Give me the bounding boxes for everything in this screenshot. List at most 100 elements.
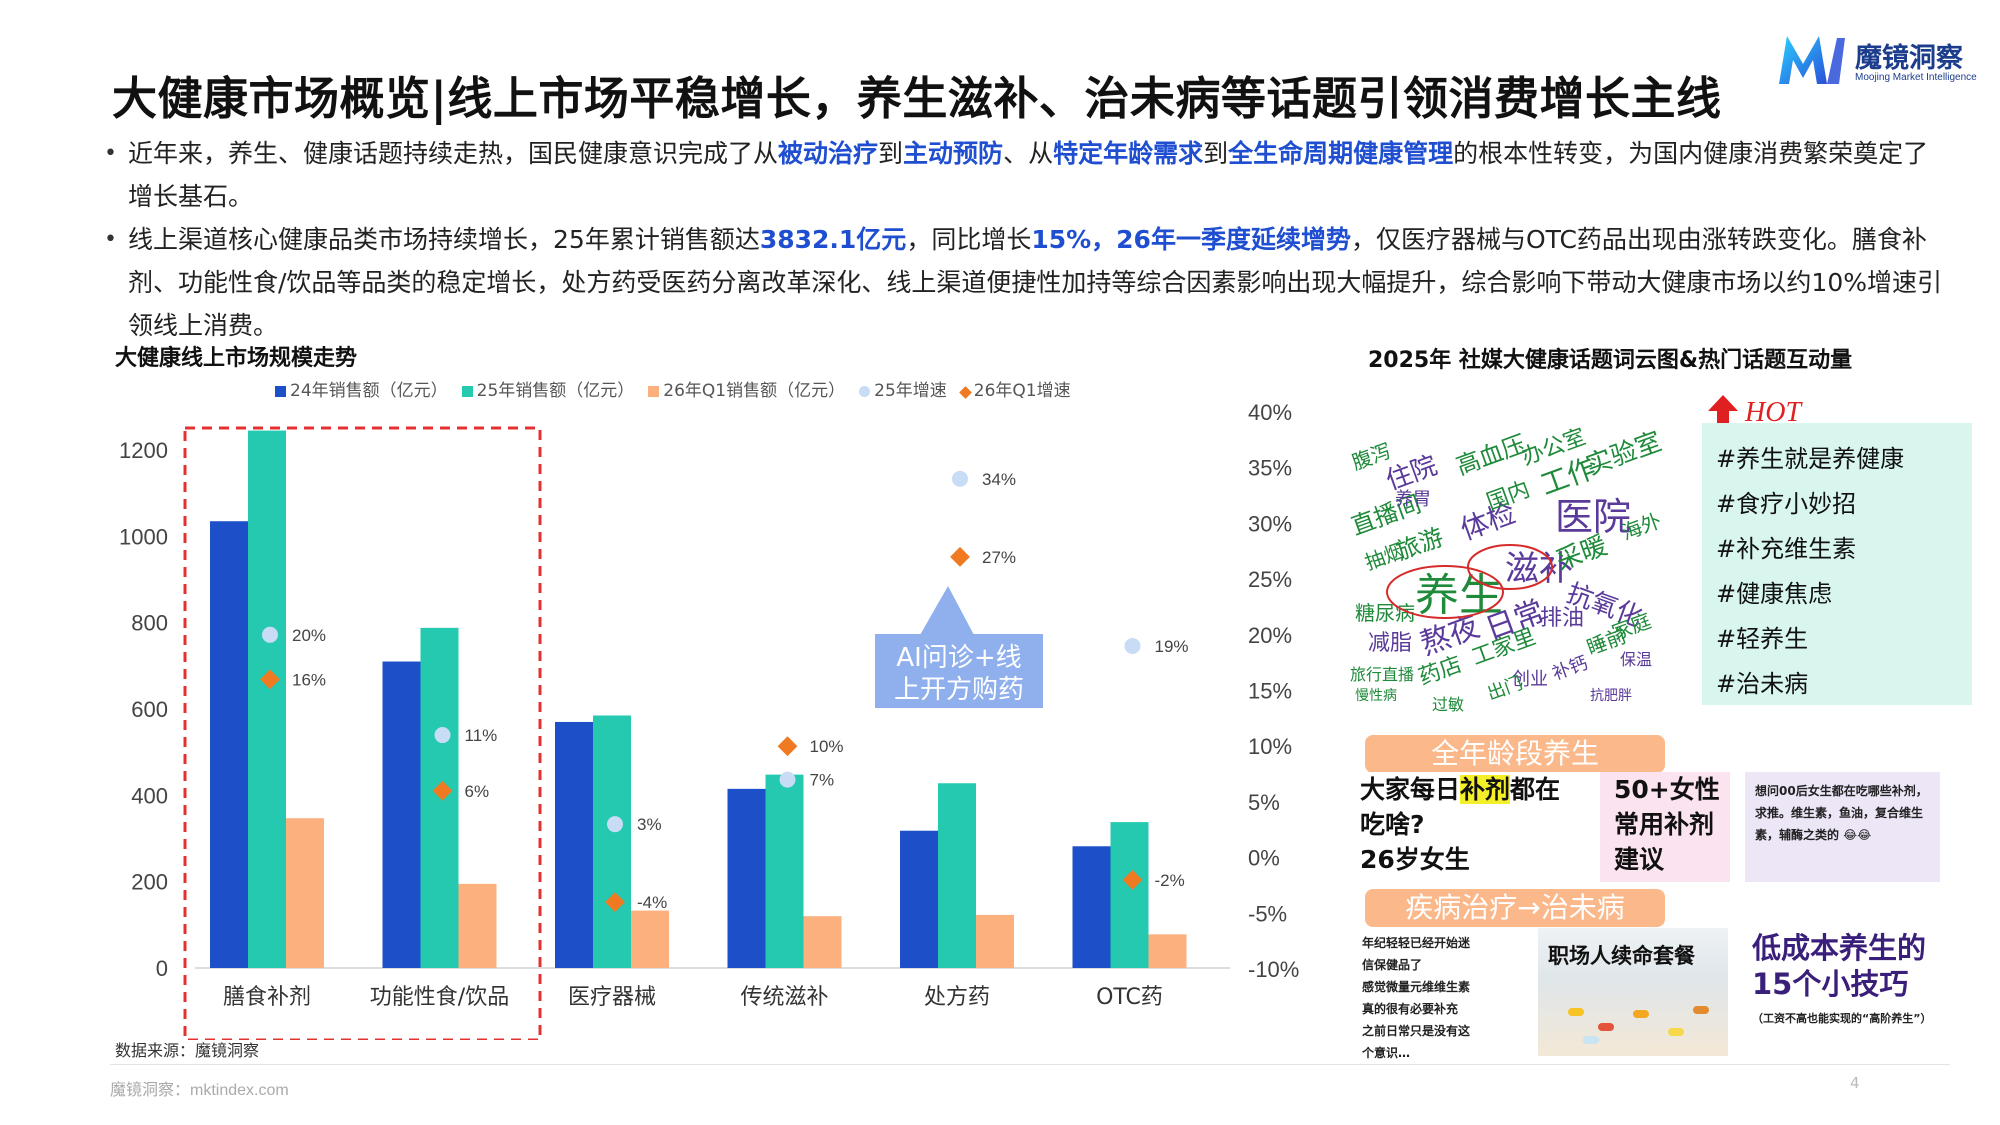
legend-swatch: [275, 386, 286, 397]
card-line: 常用补剂: [1614, 810, 1715, 839]
bar: [420, 627, 459, 968]
pill-icon: [1668, 1028, 1684, 1036]
bar-chart: 0 200 400 600 800 1000 1200 -10% -5% 0% 5% 10% 15% 20…: [119, 400, 1299, 1040]
page-number: 4: [1850, 1074, 1860, 1092]
wordcloud-word: 旅行直播: [1350, 665, 1414, 684]
hot-topic: #食疗小妙招: [1716, 490, 1857, 518]
wordcloud: 养生 滋补 医院 熬夜 日常 旅游 体检 采暖 直播间 住院 高血压 工作 实验室 国内 抗氧化 排油 糖尿病减…: [1347, 390, 1690, 720]
growth-diamond-26q1: [260, 669, 280, 690]
data-label: 10%: [810, 737, 844, 756]
legend-item: 25年增速: [859, 381, 947, 401]
page-title: 大健康市场概览|线上市场平稳增长，养生滋补、治未病等话题引领消费增长主线: [112, 72, 1722, 125]
legend-swatch: [859, 386, 871, 397]
pill-icon: [1583, 1036, 1599, 1044]
logo-subtitle: Moojing Market Intelligence: [1855, 72, 1977, 83]
legend-swatch: [461, 386, 473, 397]
pill-prevention: 疾病治疗→治未病: [1365, 889, 1665, 927]
bullet-1: 近年来，养生、健康话题持续走热，国民健康意识完成了从被动治疗到主动预防、从特定年…: [100, 132, 1950, 218]
y2-tick-label: 30%: [1248, 511, 1292, 536]
growth-dot-25: [779, 771, 796, 788]
data-label: 7%: [810, 771, 835, 790]
highlight-circle: [1386, 565, 1504, 619]
wordcloud-word: 创业: [1512, 669, 1548, 690]
data-label: 20%: [292, 626, 326, 645]
growth-diamond-26q1: [432, 780, 453, 801]
bullet-text: ，同比增长: [906, 225, 1032, 254]
bar: [1110, 822, 1149, 968]
y2-tick-label: -5%: [1248, 901, 1287, 926]
wordcloud-word: 减脂: [1368, 631, 1412, 656]
card-line: 真的很有必要补充: [1362, 1002, 1459, 1016]
legend-swatch: [648, 386, 660, 397]
legend-item: 26年Q1增速: [958, 381, 1071, 401]
wordcloud-word: 实验室: [1582, 427, 1666, 482]
growth-dot-25: [952, 470, 968, 487]
callout-text: 上开方购药: [894, 675, 1024, 705]
pill-icon: [1568, 1008, 1584, 1016]
bar: [382, 661, 421, 968]
wordcloud-word: 慢性病: [1355, 687, 1397, 704]
bar: [1148, 934, 1187, 968]
data-label: 27%: [982, 548, 1016, 567]
data-label: -2%: [1155, 871, 1185, 890]
highlight-text: 被动治疗: [778, 139, 879, 168]
post-card-50-women: 50+女性 常用补剂 建议: [1600, 772, 1730, 882]
y-tick-label: 1000: [119, 524, 168, 549]
wordcloud-word: 医院: [1555, 495, 1631, 539]
bullet-text: 的根本性转变，为国内健康消费繁荣奠定了增长基石。: [128, 139, 1929, 211]
legend-item: 24年销售额（亿元）: [275, 381, 448, 401]
pill-icon: [1693, 1006, 1709, 1014]
hot-topic: #健康焦虑: [1716, 580, 1833, 608]
wordcloud-word: 补钙: [1550, 653, 1591, 685]
bullet-2: 线上渠道核心健康品类市场持续增长，25年累计销售额达3832.1亿元，同比增长1…: [100, 218, 1950, 347]
card-line: 个意识…: [1362, 1046, 1411, 1060]
hot-topic: #补充维生素: [1716, 535, 1857, 563]
highlight-box: [183, 426, 542, 1040]
highlight-circle: [1467, 544, 1553, 590]
bullet-text: ，仅医疗器械与OTC药品出现由涨转跌变化。膳食补剂、功能性食/饮品等品类的稳定增…: [128, 225, 1942, 340]
bar: [1072, 846, 1111, 968]
data-label: 19%: [1155, 637, 1189, 656]
growth-diamond-26q1: [777, 736, 798, 757]
wordcloud-word: 抗肥胖: [1590, 688, 1632, 704]
x-tick-label: 处方药: [924, 985, 990, 1010]
bar: [938, 783, 976, 968]
bar: [976, 914, 1014, 968]
y-tick-label: 400: [131, 783, 168, 808]
logo-name: 魔镜洞察: [1855, 43, 1963, 74]
x-tick-label: 医疗器械: [568, 985, 656, 1010]
post-card-daily-supplements: 大家每日补剂都在 吃啥? 26岁女生: [1360, 772, 1600, 882]
y2-tick-label: 10%: [1248, 734, 1292, 759]
card-line: 年纪轻轻已经开始迷: [1362, 936, 1471, 950]
x-tick-label: OTC药: [1096, 985, 1163, 1010]
x-tick-label: 传统滋补: [740, 985, 828, 1010]
wordcloud-word: 过敏: [1432, 695, 1464, 714]
card-line: 之前日常只是没有这: [1362, 1024, 1471, 1038]
callout-pointer: [920, 586, 974, 635]
data-label: 6%: [465, 782, 490, 801]
highlight-text: 3832.1亿元: [759, 225, 907, 254]
wordcloud-word: 出门: [1485, 673, 1526, 705]
x-tick-label: 功能性食/饮品: [370, 985, 509, 1010]
y-tick-label: 800: [131, 611, 168, 636]
legend-item: 26年Q1销售额（亿元）: [648, 381, 845, 401]
y-tick-label: 200: [131, 870, 168, 895]
hot-label: HOT: [1745, 397, 1802, 428]
bullet-text: 、从: [1003, 139, 1054, 168]
data-source: 数据来源：魔镜洞察: [115, 1041, 260, 1060]
post-card-low-cost-tips: 低成本养生的 15个小技巧 （工资不高也能实现的“高阶养生”）: [1752, 930, 1952, 1050]
pill-all-ages: 全年龄段养生: [1365, 735, 1665, 773]
hot-topics-list: #养生就是养健康 #食疗小妙招 #补充维生素 #健康焦虑 #轻养生 #治未病: [1702, 423, 1972, 705]
wordcloud-word: 糖尿病: [1355, 601, 1415, 625]
bar: [458, 883, 497, 968]
growth-diamond-26q1: [950, 546, 970, 567]
y2-tick-label: 15%: [1248, 679, 1292, 704]
legend-item: 25年销售额（亿元）: [461, 381, 634, 401]
card-line: 50+女性: [1614, 775, 1720, 804]
y2-tick-label: 40%: [1248, 400, 1292, 425]
bullet-text: 到: [878, 139, 904, 168]
bullet-text: 线上渠道核心健康品类市场持续增长，25年累计销售额达: [128, 225, 760, 254]
pill-icon: [1633, 1010, 1649, 1018]
bar: [286, 818, 324, 968]
